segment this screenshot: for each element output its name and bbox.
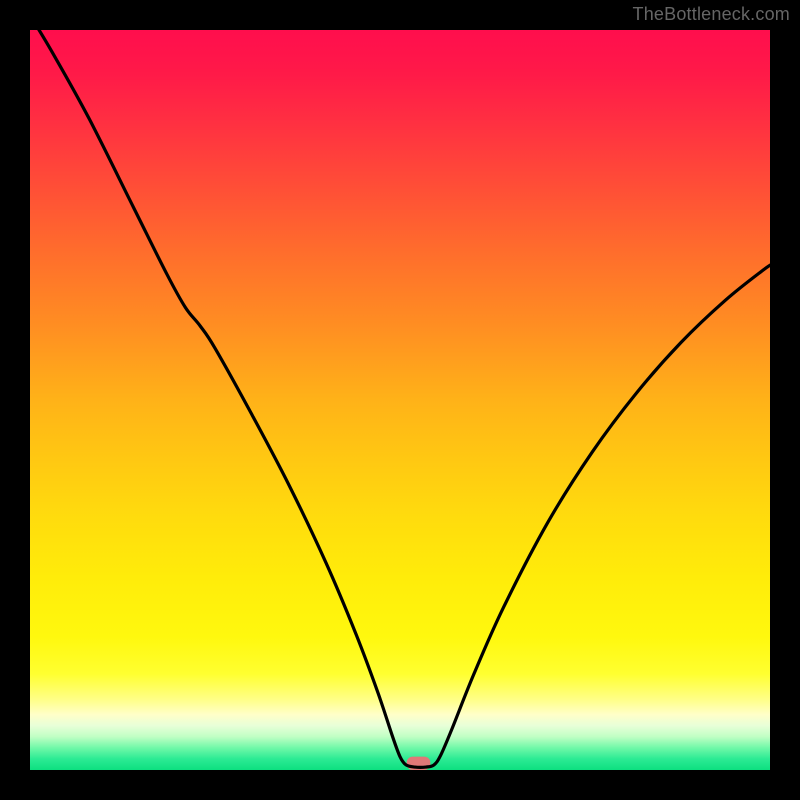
bottleneck-chart [0,0,800,800]
chart-container: TheBottleneck.com [0,0,800,800]
plot-background [30,30,770,770]
